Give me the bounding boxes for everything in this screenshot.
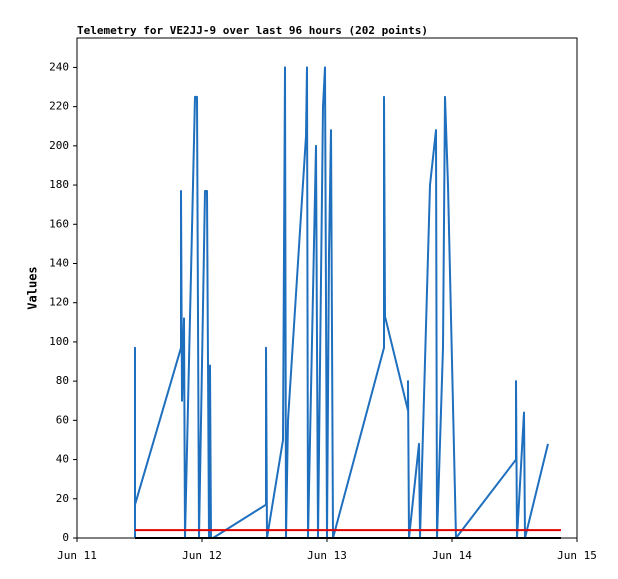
x-tick-label: Jun 15 bbox=[557, 549, 597, 562]
y-tick-label: 0 bbox=[62, 531, 69, 544]
y-tick-label: 240 bbox=[49, 60, 69, 73]
y-tick-label: 140 bbox=[49, 256, 69, 269]
y-tick-label: 180 bbox=[49, 178, 69, 191]
chart-title: Telemetry for VE2JJ-9 over last 96 hours… bbox=[77, 24, 428, 37]
y-axis-label: Values bbox=[26, 266, 40, 309]
series-line bbox=[134, 66, 549, 539]
y-tick-label: 160 bbox=[49, 217, 69, 230]
x-tick-label: Jun 12 bbox=[182, 549, 222, 562]
y-tick-label: 220 bbox=[49, 100, 69, 113]
y-tick-label: 120 bbox=[49, 296, 69, 309]
x-tick-label: Jun 14 bbox=[432, 549, 472, 562]
y-tick-label: 80 bbox=[56, 374, 69, 387]
y-tick-label: 200 bbox=[49, 139, 69, 152]
y-tick-label: 100 bbox=[49, 335, 69, 348]
y-tick-label: 20 bbox=[56, 492, 69, 505]
y-tick-label: 60 bbox=[56, 413, 69, 426]
x-tick-label: Jun 11 bbox=[57, 549, 97, 562]
x-tick-label: Jun 13 bbox=[307, 549, 347, 562]
y-tick-label: 40 bbox=[56, 453, 69, 466]
